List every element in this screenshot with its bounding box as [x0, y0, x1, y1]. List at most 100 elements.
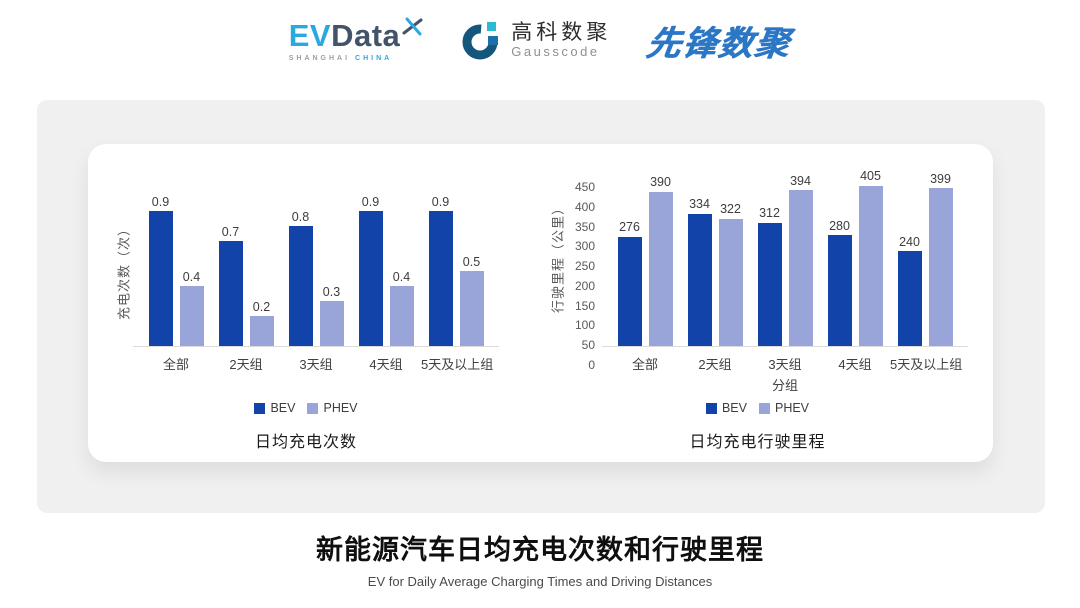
legend-swatch-phev [758, 402, 770, 414]
bar-phev [788, 190, 813, 346]
legend-item-bev: BEV [254, 401, 295, 415]
evdata-logo: EV Data SHANGHAI CHINA [289, 17, 425, 62]
evdata-wordmark: EV Data [289, 17, 425, 53]
bar-column-phev: 394 [788, 173, 813, 346]
bar-column-phev: 390 [648, 176, 673, 346]
bar-column-bev: 240 [897, 234, 922, 346]
y-tick-label: 50 [581, 338, 595, 353]
y-axis-title-wrap: 行驶里程（公里） [547, 168, 567, 365]
bar-group: 276 390 [610, 176, 680, 346]
category-label: 5天及以上组 [890, 357, 963, 372]
bar-phev [319, 301, 344, 346]
gausscode-cn-text: 高科数聚 [511, 20, 612, 44]
gausscode-logo: 高科数聚 Gausscode [460, 20, 611, 62]
bar-value-label: 0.9 [151, 194, 170, 209]
bar-value-label: 276 [619, 220, 640, 235]
bar-group: 0.7 0.2 [211, 225, 281, 346]
header-logos: EV Data SHANGHAI CHINA 高科数聚 Gausscode 先锋数… [0, 16, 1080, 65]
bar-value-label: 334 [689, 197, 710, 212]
bar-bev [687, 213, 712, 346]
y-tick-label: 150 [574, 298, 595, 313]
gausscode-text: 高科数聚 Gausscode [511, 21, 611, 60]
category-label: 2天组 [698, 357, 732, 372]
bar-phev [648, 191, 673, 346]
y-tick-label: 400 [574, 199, 595, 214]
category-label: 全部 [162, 357, 189, 372]
pioneer-logo: 先锋数聚 [644, 25, 794, 63]
bar-column-phev: 0.4 [389, 269, 414, 346]
plot-column: 0.9 0.4 0.7 0.2 0.8 0.3 0.9 0.4 0.9 0.5 全部 2天组 3天组 4天… [133, 194, 499, 392]
bar-bev [428, 211, 453, 346]
chart-daily-charging-times: 充电次数（次） 0.9 0.4 0.7 0.2 0.8 0.3 0.9 0.4 0.9 0.5 全部 2… [113, 168, 499, 462]
bar-column-phev: 0.5 [459, 255, 484, 346]
category-label: 全部 [631, 357, 658, 372]
x-axis-title [133, 375, 499, 392]
bar-value-label: 0.4 [392, 269, 411, 284]
y-tick-label: 300 [574, 239, 595, 254]
bar-group: 0.9 0.4 [141, 194, 211, 346]
bar-bev [288, 226, 313, 346]
category-label: 2天组 [229, 357, 263, 372]
chart-daily-driving-distance: 行驶里程（公里） 0 50 100 150 200 250 300 350 400 450 276 39… [547, 168, 968, 462]
category-label: 5天及以上组 [421, 357, 494, 372]
bar-bev [827, 235, 852, 346]
legend-label-phev: PHEV [774, 401, 810, 415]
bar-group: 240 399 [890, 173, 960, 346]
legend-item-phev: PHEV [307, 401, 358, 415]
bar-column-bev: 334 [687, 197, 712, 346]
bar-value-label: 394 [790, 173, 811, 188]
category-label: 4天组 [838, 357, 872, 372]
bar-group: 0.9 0.4 [351, 195, 421, 346]
bar-bev [218, 241, 243, 346]
gray-panel: 充电次数（次） 0.9 0.4 0.7 0.2 0.8 0.3 0.9 0.4 0.9 0.5 全部 2… [37, 100, 1045, 513]
bar-column-phev: 0.3 [319, 285, 344, 346]
bar-value-label: 0.4 [182, 269, 201, 284]
sparkle-icon [402, 17, 423, 35]
bar-group: 334 322 [680, 198, 750, 346]
gausscode-en-text: Gausscode [511, 44, 600, 60]
legend: BEV PHEV [254, 401, 358, 415]
bar-value-label: 240 [899, 234, 920, 249]
evdata-data-text: Data [331, 17, 401, 53]
bar-column-phev: 322 [718, 202, 743, 346]
legend-item-bev: BEV [705, 401, 747, 415]
category-label: 3天组 [768, 357, 802, 372]
bar-phev [928, 188, 953, 346]
y-tick-label: 0 [588, 358, 595, 372]
y-tick-label: 250 [574, 259, 595, 274]
bar-group: 280 405 [820, 170, 890, 346]
bar-phev [249, 316, 274, 346]
bar-column-phev: 405 [858, 169, 883, 346]
plot-area: 0.9 0.4 0.7 0.2 0.8 0.3 0.9 0.4 0.9 0.5 [133, 194, 499, 347]
bar-value-label: 0.9 [431, 194, 450, 209]
bar-column-phev: 0.4 [179, 269, 204, 346]
evdata-subtext: SHANGHAI CHINA [289, 55, 425, 62]
bar-column-bev: 280 [827, 218, 852, 346]
bar-phev [389, 286, 414, 346]
bar-bev [617, 236, 642, 346]
category-label: 3天组 [299, 357, 333, 372]
evdata-china-text: CHINA [355, 54, 393, 62]
legend: BEV PHEV [705, 401, 810, 415]
bar-phev [459, 271, 484, 346]
bar-group: 0.8 0.3 [281, 210, 351, 346]
y-tick-label: 200 [574, 278, 595, 293]
y-tick-label: 350 [574, 219, 595, 234]
y-tick-label: 100 [574, 318, 595, 333]
legend-swatch-phev [307, 402, 319, 414]
bar-value-label: 405 [860, 169, 881, 184]
bar-value-label: 312 [759, 206, 780, 221]
bar-value-label: 280 [829, 218, 850, 233]
bar-value-label: 322 [720, 202, 741, 217]
bar-bev [897, 251, 922, 346]
bar-column-phev: 399 [928, 173, 953, 346]
bar-bev [148, 211, 173, 346]
bar-phev [858, 185, 883, 346]
bar-column-bev: 0.9 [148, 194, 173, 346]
bar-column-phev: 0.2 [249, 300, 274, 346]
bar-column-bev: 0.8 [288, 210, 313, 346]
bar-bev [358, 211, 383, 346]
category-labels: 全部 2天组 3天组 4天组 5天及以上组 [133, 354, 499, 373]
bar-column-bev: 312 [757, 206, 782, 346]
legend-swatch-bev [254, 402, 266, 414]
